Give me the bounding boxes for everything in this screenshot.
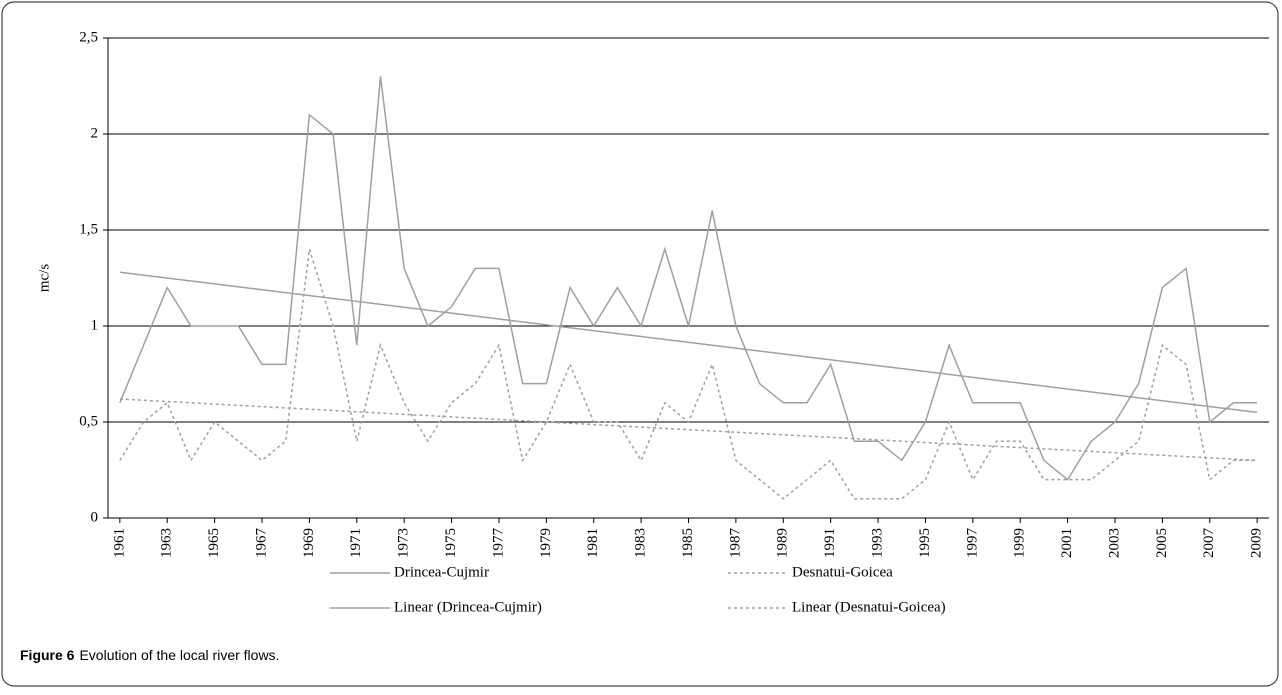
x-tick-label: 1963 — [159, 528, 175, 558]
caption-text: Evolution of the local river flows. — [79, 647, 279, 663]
y-tick-label: 1 — [91, 317, 99, 333]
x-tick-label: 1967 — [253, 528, 269, 559]
y-axis-label: mc/s — [36, 264, 52, 292]
x-tick-label: 2007 — [1201, 528, 1217, 559]
series-line — [119, 76, 1258, 481]
x-tick-label: 1993 — [869, 528, 885, 558]
series-line — [119, 248, 1258, 500]
y-tick-label: 2,5 — [79, 29, 98, 45]
x-tick-label: 1991 — [822, 528, 838, 558]
x-tick-label: 1961 — [111, 528, 127, 558]
caption-label: Figure 6 — [20, 647, 75, 663]
x-tick-label: 1965 — [206, 528, 222, 558]
y-tick-label: 2 — [91, 125, 99, 141]
x-tick-label: 2005 — [1154, 528, 1170, 558]
legend-label: Linear (Drincea-Cujmir) — [394, 599, 542, 615]
y-tick-label: 1,5 — [79, 221, 98, 237]
x-tick-label: 1983 — [633, 528, 649, 558]
x-tick-label: 1973 — [396, 528, 412, 558]
x-tick-label: 1969 — [301, 528, 317, 558]
x-tick-label: 1989 — [775, 528, 791, 558]
x-tick-label: 1985 — [680, 528, 696, 558]
x-tick-label: 1981 — [585, 528, 601, 558]
caption: Figure 6 Evolution of the local river flo… — [20, 647, 279, 663]
y-tick-label: 0 — [91, 509, 99, 525]
x-tick-label: 1975 — [443, 528, 459, 558]
x-tick-label: 1979 — [538, 528, 554, 558]
x-tick-label: 1971 — [348, 528, 364, 558]
y-tick-label: 0,5 — [79, 413, 98, 429]
legend-label: Drincea-Cujmir — [394, 564, 489, 580]
x-tick-label: 1995 — [917, 528, 933, 558]
x-tick-label: 1987 — [727, 528, 743, 559]
series-line — [119, 398, 1258, 462]
x-tick-label: 1977 — [490, 528, 506, 559]
x-tick-label: 2003 — [1106, 528, 1122, 558]
x-tick-label: 2001 — [1059, 528, 1075, 558]
series-line — [119, 271, 1258, 414]
x-tick-label: 1997 — [964, 528, 980, 559]
legend-label: Linear (Desnatui-Goicea) — [792, 599, 946, 615]
x-tick-label: 1999 — [1012, 528, 1028, 558]
x-tick-label: 2009 — [1249, 528, 1265, 558]
legend-label: Desnatui-Goicea — [792, 564, 893, 580]
